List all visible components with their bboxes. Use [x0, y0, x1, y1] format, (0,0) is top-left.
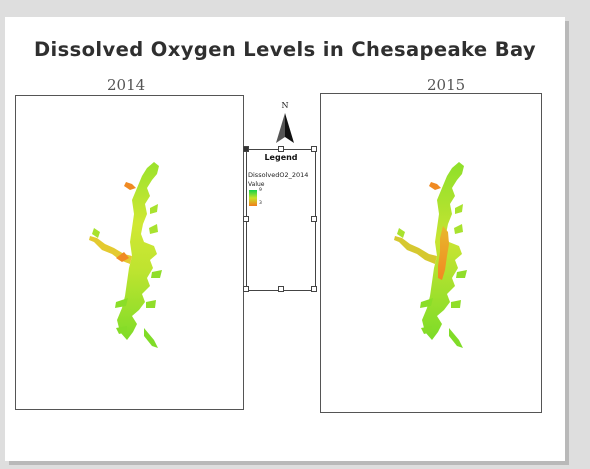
east-inlet-2-2014 [149, 224, 158, 234]
east-inlet-2-2015 [454, 224, 463, 234]
year-label-2015: 2015 [427, 76, 466, 94]
northwest-arm-2015 [429, 182, 441, 190]
east-inlet-4-2015 [451, 300, 461, 308]
bay-main-2014 [117, 162, 159, 340]
map-title: Dissolved Oxygen Levels in Chesapeake Ba… [33, 38, 537, 61]
south-tip-2015 [449, 328, 463, 348]
legend-field-name: Value [248, 181, 265, 188]
northwest-arm-2014 [124, 182, 136, 190]
tributary-nw-2015 [397, 228, 405, 238]
selection-handle-s[interactable] [278, 286, 284, 292]
selection-handle-nw[interactable] [243, 146, 249, 152]
year-label-2014: 2014 [107, 76, 146, 94]
low-oxygen-channel-2015 [438, 226, 449, 280]
legend-color-ramp [249, 190, 257, 206]
legend-box[interactable]: Legend DissolvedO2_2014 Value 9 3 [246, 149, 316, 291]
south-tributary-1-2014 [115, 298, 128, 308]
tributary-west-2015 [394, 236, 437, 264]
legend-title: Legend [264, 153, 298, 162]
map-frame-2015[interactable] [320, 93, 542, 413]
tributary-nw-2014 [92, 228, 100, 238]
map-frame-2014[interactable] [15, 95, 244, 410]
tributary-west-edge-2014 [116, 252, 129, 262]
east-inlet-1-2015 [455, 204, 463, 214]
north-arrow[interactable]: N [272, 101, 298, 147]
selection-handle-ne[interactable] [311, 146, 317, 152]
legend-layer-name: DissolvedO2_2014 [248, 171, 309, 179]
east-inlet-4-2014 [146, 300, 156, 308]
east-inlet-3-2014 [151, 270, 162, 278]
selection-handle-e[interactable] [311, 216, 317, 222]
layout-page: Dissolved Oxygen Levels in Chesapeake Ba… [5, 17, 565, 461]
south-tip-2014 [144, 328, 158, 348]
legend-low-value: 3 [259, 201, 262, 206]
south-tributary-1-2015 [420, 298, 433, 308]
east-inlet-1-2014 [150, 204, 158, 214]
selection-handle-se[interactable] [311, 286, 317, 292]
north-arrow-icon [276, 113, 294, 143]
bay-map-2014 [89, 162, 162, 348]
legend-high-value: 9 [259, 188, 262, 193]
selection-handle-w[interactable] [243, 216, 249, 222]
selection-handle-n[interactable] [278, 146, 284, 152]
south-tributary-2-2014 [116, 326, 127, 334]
bay-map-2015 [394, 162, 467, 348]
selection-handle-sw[interactable] [243, 286, 249, 292]
south-tributary-2-2015 [421, 326, 432, 334]
north-letter: N [281, 101, 289, 110]
east-inlet-3-2015 [456, 270, 467, 278]
